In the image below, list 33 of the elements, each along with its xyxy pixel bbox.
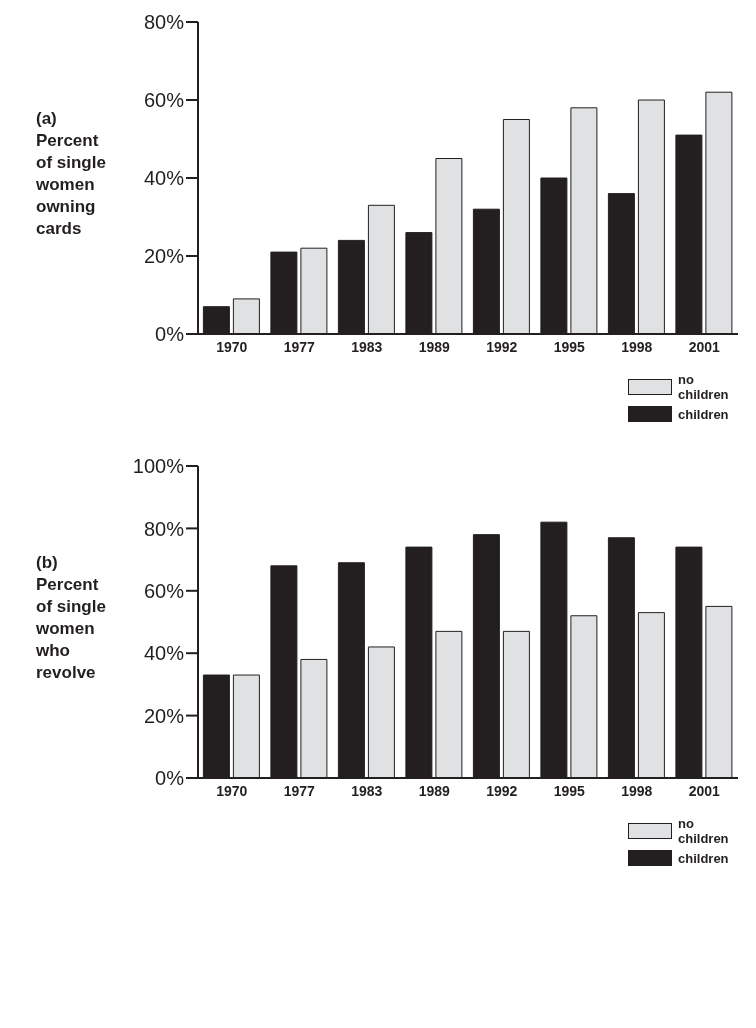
x-tick-label: 1970	[216, 338, 248, 355]
y-tick-label: 80%	[143, 11, 185, 34]
y-axis-title: (b) Percent of single women who revolve	[36, 552, 106, 684]
x-tick-label: 1977	[283, 782, 316, 799]
y-tick-label: 20%	[143, 704, 185, 727]
y-tick-label: 0%	[155, 767, 185, 790]
y-tick-label: 40%	[143, 642, 185, 665]
x-tick-label: 1983	[351, 782, 383, 799]
y-tick-label: 0%	[155, 323, 185, 346]
x-tick-label: 1977	[283, 338, 316, 355]
x-tick-label: 1983	[351, 338, 383, 355]
legend-label: no children	[677, 816, 730, 846]
x-tick-label: 1992	[486, 338, 518, 355]
x-tick-label: 1998	[621, 338, 653, 355]
x-tick-label: 2001	[688, 338, 721, 355]
y-axis-title: (a) Percent of single women owning cards	[36, 108, 106, 240]
x-tick-label: 1989	[418, 782, 451, 799]
x-tick-label: 1995	[553, 338, 586, 355]
y-tick-label: 60%	[143, 579, 185, 602]
y-tick-label: 20%	[143, 245, 185, 268]
x-tick-label: 1998	[621, 782, 653, 799]
x-tick-label: 1989	[418, 338, 451, 355]
x-tick-label: 1995	[553, 782, 586, 799]
y-tick-label: 40%	[143, 167, 185, 190]
legend-label: children	[678, 406, 729, 422]
legend-label: no children	[677, 372, 730, 402]
y-tick-label: 80%	[143, 517, 185, 540]
x-tick-label: 2001	[688, 782, 721, 799]
x-tick-label: 1992	[486, 782, 518, 799]
legend-label: children	[678, 850, 729, 866]
y-tick-label: 100%	[132, 455, 185, 478]
y-tick-label: 60%	[143, 89, 185, 112]
x-tick-label: 1970	[216, 782, 248, 799]
